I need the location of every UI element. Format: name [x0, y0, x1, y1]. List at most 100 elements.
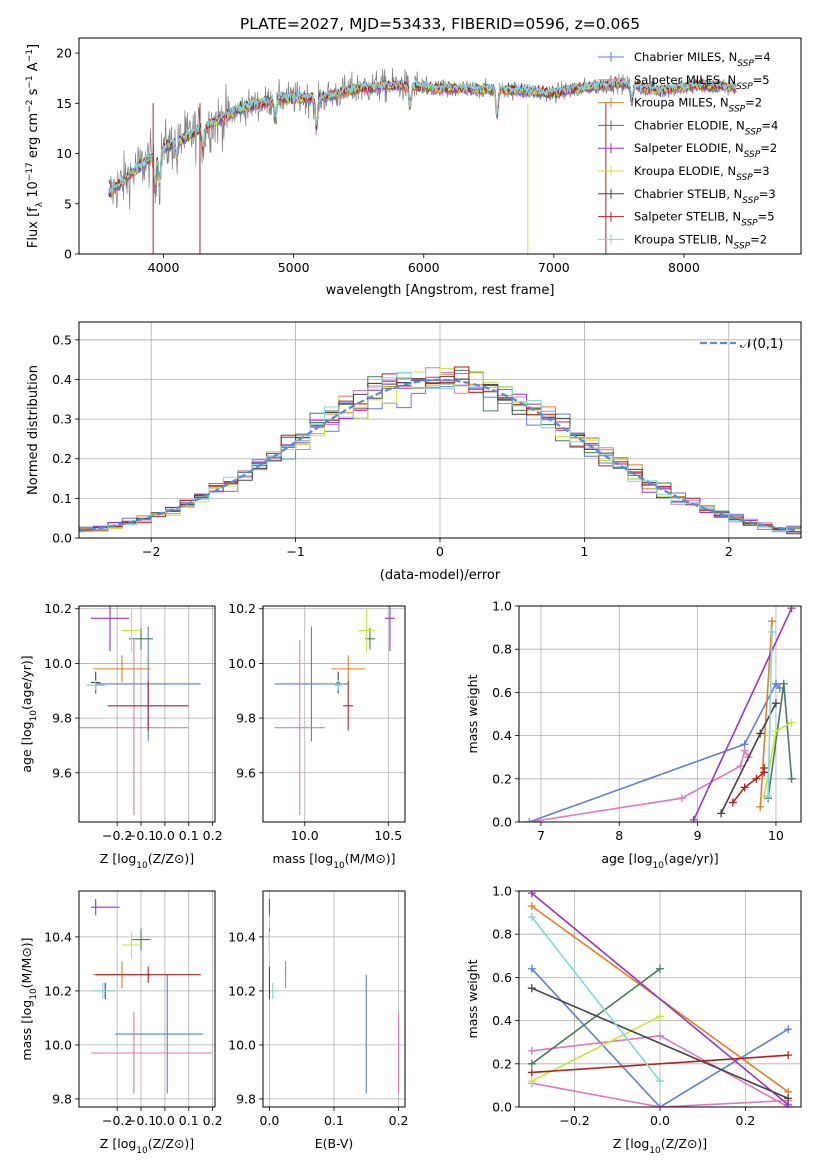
z-mass-xlabel: Z [log10(Z/Z⊙)]	[100, 1136, 194, 1156]
spectrum-model-line-8	[108, 77, 737, 195]
z-age-ytick-label: 10.2	[44, 601, 72, 616]
spectrum-ytick-label: 5	[64, 196, 72, 211]
age-weight-series-line-2	[759, 621, 773, 807]
z-weight-marker	[656, 1012, 664, 1021]
legend-label-6: Chabrier STELIB, NSSP=3	[634, 187, 776, 206]
age-weight-marker	[752, 774, 761, 783]
z-age-point-8	[86, 679, 106, 691]
mass-age-axes: 10.0 10.5 9.6 9.8 10.0 10.2	[228, 601, 405, 843]
z-weight-marker	[527, 902, 536, 911]
legend-label-4: Salpeter ELODIE, NSSP=2	[634, 141, 777, 160]
z-weight-ytick-label: 0.8	[492, 927, 512, 942]
age-weight-marker	[768, 617, 777, 626]
spectrum-xtick-label: 6000	[408, 260, 440, 275]
age-weight-ytick-label: 0.4	[492, 728, 512, 743]
ebv-mass-ytick-label: 10.4	[228, 929, 256, 944]
legend-label-0: Chabrier MILES, NSSP=4	[634, 50, 771, 69]
z-mass-points	[90, 899, 213, 1094]
mass-age-point-7	[343, 681, 354, 731]
mass-age-ytick-label: 9.8	[236, 711, 256, 726]
z-mass-point-1	[90, 1012, 213, 1094]
z-age-point-3	[129, 627, 153, 650]
z-age-ytick-label: 10.0	[44, 656, 72, 671]
age-weight-marker	[787, 718, 796, 727]
ebv-mass-axes: 0.0 0.1 0.2 9.8 10.0 10.2 10.4	[228, 891, 408, 1128]
z-mass-xtick-label: −0.1	[126, 1113, 156, 1128]
age-weight-series-line-3	[767, 683, 793, 799]
mass-age-frame	[262, 605, 406, 823]
ebv-mass-xtick-label: 0.1	[324, 1113, 344, 1128]
age-weight-marker	[717, 809, 726, 818]
ebv-mass-ytick-label: 10.0	[228, 1037, 256, 1052]
z-mass-frame	[78, 890, 216, 1108]
legend-label-1: Salpeter MILES, NSSP=5	[634, 73, 770, 92]
residuals-ytick-label: 0.3	[52, 412, 72, 427]
mass-age-xtick-label: 10.5	[374, 828, 402, 843]
z-age-xtick-label: −0.2	[102, 828, 132, 843]
z-weight-marker	[784, 1025, 793, 1034]
z-weight-ylabel: mass weight	[465, 959, 480, 1038]
z-age-axes: −0.2−0.10.0 0.1 0.2 9.6 9.8 10.0 10.2	[44, 601, 222, 843]
legend-label-3: Chabrier ELODIE, NSSP=4	[634, 118, 778, 137]
z-mass-point-3	[131, 928, 151, 951]
age-weight-marker	[771, 679, 780, 688]
age-weight-marker	[756, 729, 765, 738]
z-mass-point-4	[90, 899, 120, 916]
z-mass-ytick-label: 9.8	[52, 1091, 72, 1106]
legend-label-2: Kroupa MILES, NSSP=2	[634, 96, 762, 115]
z-mass-ytick-label: 10.2	[44, 983, 72, 998]
z-mass-xtick-label: −0.2	[102, 1113, 132, 1128]
z-mass-xtick-label: 0.1	[179, 1113, 199, 1128]
z-mass-point-7	[95, 966, 201, 983]
residuals-ytick-label: 0.0	[52, 531, 72, 546]
z-weight-ytick-label: 0.0	[492, 1100, 512, 1115]
residuals-xtick-label: −1	[286, 544, 304, 559]
mass-age-ytick-label: 9.6	[236, 765, 256, 780]
z-age-ytick-label: 9.6	[52, 765, 72, 780]
age-weight-axes: 7 8 9 10 0.0 0.2 0.4 0.6 0.8 1.0	[492, 599, 801, 843]
z-weight-marker	[527, 1059, 536, 1068]
age-weight-ylabel: mass weight	[465, 674, 480, 753]
z-weight-marker	[784, 1094, 793, 1103]
residual-histograms	[79, 366, 801, 535]
ebv-mass-ytick-label: 9.8	[236, 1091, 256, 1106]
z-age-point-1	[79, 640, 189, 816]
residuals-ytick-label: 0.5	[52, 332, 72, 347]
z-weight-xtick-label: 0.2	[736, 1113, 756, 1128]
z-weight-series-line-5	[531, 892, 789, 1106]
z-mass-ytick-label: 10.0	[44, 1037, 72, 1052]
mass-age-point-2	[331, 655, 365, 683]
mass-age-xlabel: mass [log10(M/M⊙)]	[272, 851, 395, 871]
age-weight-xtick-label: 10	[768, 828, 784, 843]
z-age-xlabel: Z [log10(Z/Z⊙)]	[100, 851, 194, 871]
age-weight-xlabel: age [log10(age/yr)]	[601, 851, 718, 871]
z-age-points	[79, 606, 201, 816]
mass-age-point-1	[274, 640, 325, 816]
age-weight-marker	[787, 606, 796, 613]
z-mass-point-0	[114, 974, 204, 1094]
age-weight-marker	[736, 761, 745, 770]
z-weight-lines	[527, 891, 793, 1107]
z-age-xtick-label: −0.1	[126, 828, 156, 843]
z-weight-frame	[518, 890, 802, 1108]
spectrum-xtick-label: 8000	[668, 260, 700, 275]
age-weight-marker	[760, 764, 769, 772]
mass-age-ytick-label: 10.0	[228, 656, 256, 671]
z-weight-marker	[527, 1077, 536, 1086]
z-weight-marker	[656, 1103, 664, 1107]
normal-curve	[79, 378, 799, 533]
age-weight-marker	[779, 679, 788, 688]
age-weight-xtick-label: 9	[694, 828, 702, 843]
age-weight-ytick-label: 0.2	[492, 771, 512, 786]
z-weight-marker	[527, 984, 536, 993]
z-weight-marker	[527, 964, 536, 973]
age-weight-ytick-label: 0.6	[492, 685, 512, 700]
age-weight-marker	[768, 627, 777, 636]
residuals-xtick-label: 0	[436, 544, 444, 559]
z-weight-marker	[527, 891, 536, 898]
mass-age-point-4	[384, 606, 395, 652]
age-weight-series-line-0	[528, 682, 781, 822]
z-weight-series-line-1	[531, 1082, 789, 1107]
legend-label-5: Kroupa ELODIE, NSSP=3	[634, 164, 770, 183]
